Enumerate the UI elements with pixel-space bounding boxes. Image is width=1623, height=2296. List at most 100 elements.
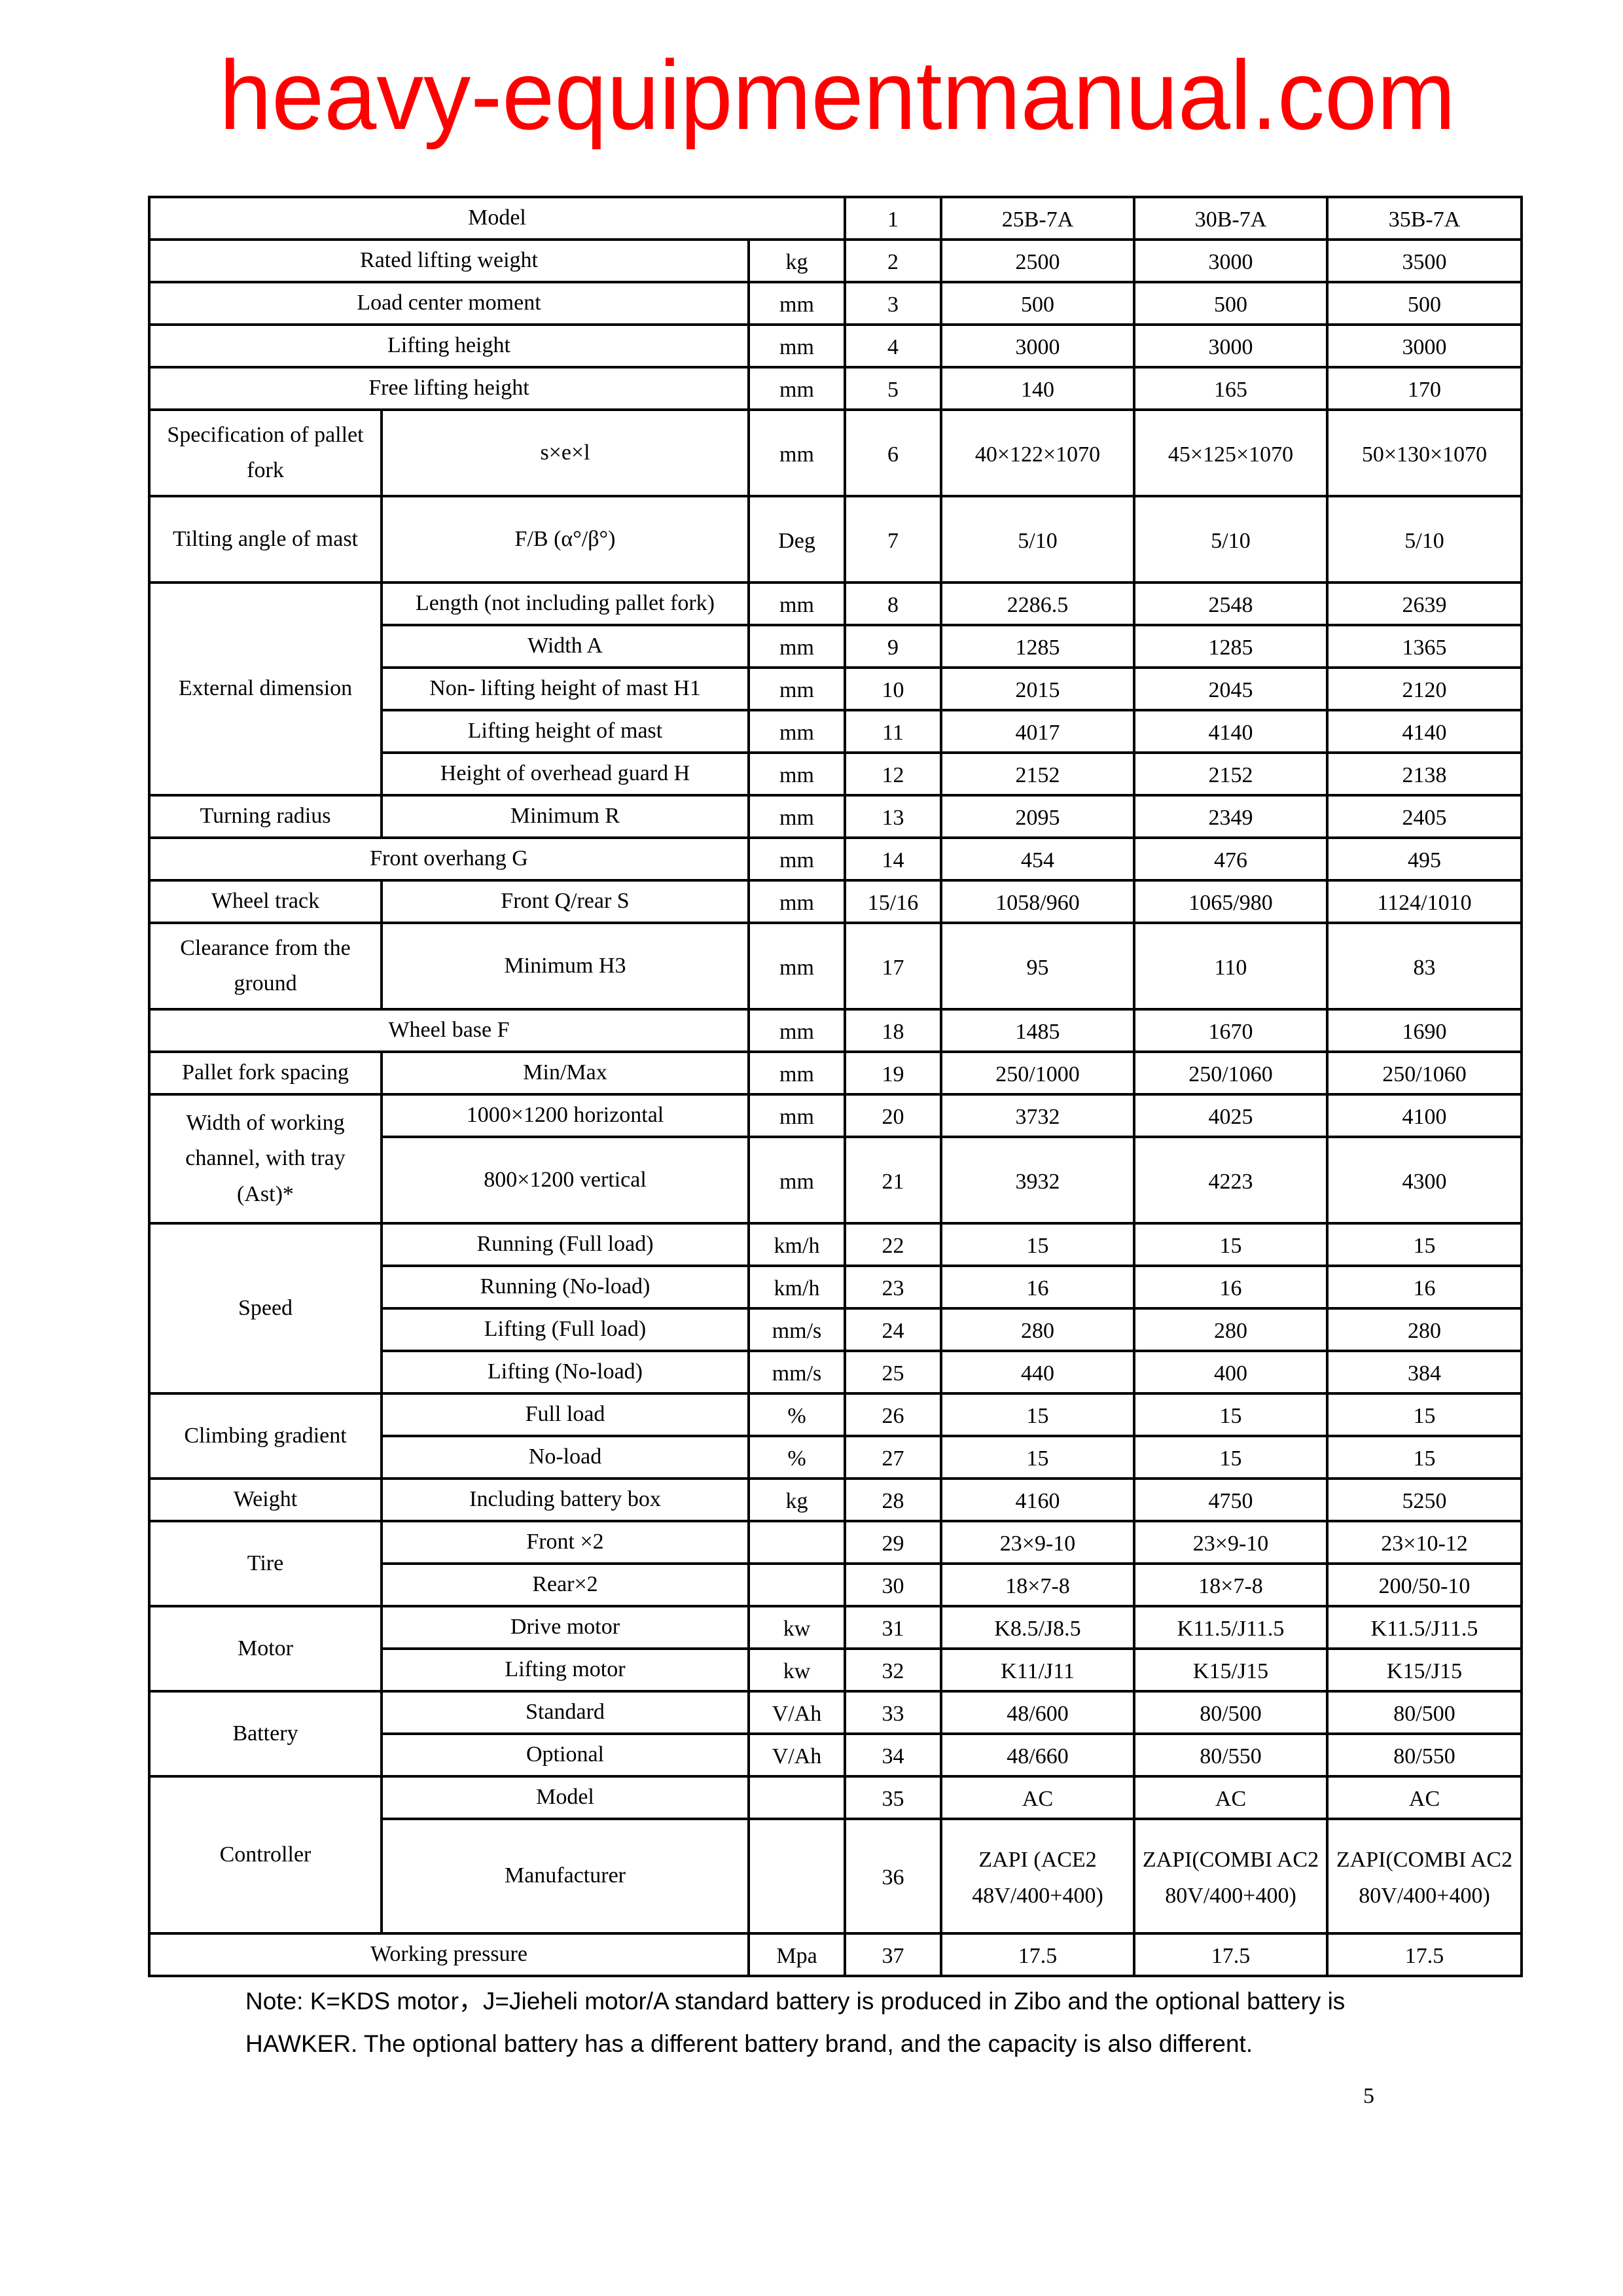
row-parameter: 1000×1200 horizontal (380, 1093, 750, 1138)
cell-value-35b-7a: 2405 (1326, 794, 1524, 839)
cell-value-25b-7a: 2152 (940, 751, 1136, 797)
cell-value-35b-7a: 4100 (1326, 1093, 1524, 1138)
cell-value-35b-7a: K11.5/J11.5 (1326, 1605, 1524, 1650)
row-unit: V/Ah (747, 1690, 847, 1735)
cell-value-25b-7a: 25B-7A (940, 196, 1136, 241)
row-number: 9 (844, 624, 943, 669)
cell-value-25b-7a: 500 (940, 281, 1136, 326)
row-parameter: 800×1200 vertical (380, 1136, 750, 1225)
cell-value-25b-7a: 440 (940, 1350, 1136, 1395)
cell-value-25b-7a: 48/600 (940, 1690, 1136, 1735)
cell-value-30b-7a: AC (1133, 1775, 1329, 1820)
row-label: Model (147, 196, 847, 241)
row-unit (747, 1818, 847, 1935)
table-row: Optional V/Ah 34 48/660 80/550 80/550 (149, 1732, 1524, 1778)
row-label: Wheel base F (148, 1008, 750, 1053)
cell-value-25b-7a: 3732 (940, 1093, 1136, 1138)
row-number: 32 (844, 1647, 943, 1693)
row-group-label: Tire (148, 1520, 383, 1607)
cell-value-30b-7a: 23×9-10 (1133, 1520, 1329, 1565)
table-row: Width of working channel, with tray (Ast… (148, 1093, 1524, 1225)
row-number: 31 (844, 1605, 943, 1650)
cell-value-25b-7a: AC (940, 1775, 1136, 1820)
row-unit: mm/s (747, 1307, 847, 1352)
cell-value-25b-7a: 280 (940, 1307, 1136, 1352)
cell-value-35b-7a: 2138 (1326, 751, 1524, 797)
row-parameter: Drive motor (380, 1605, 750, 1650)
row-number: 22 (844, 1222, 943, 1267)
footnote: Note: K=KDS motor，J=Jieheli motor/A stan… (245, 1980, 1489, 2065)
cell-value-30b-7a: 1065/980 (1133, 879, 1329, 924)
row-parameter: Lifting (No-load) (380, 1350, 750, 1395)
row-unit: mm (747, 366, 847, 411)
row-unit: km/h (747, 1265, 847, 1310)
cell-value-35b-7a: 384 (1326, 1350, 1524, 1395)
cell-value-35b-7a: 23×10-12 (1326, 1520, 1524, 1565)
cell-value-30b-7a: 1670 (1133, 1008, 1329, 1053)
cell-value-30b-7a: 18×7-8 (1133, 1562, 1329, 1607)
table-row: Running (No-load) km/h 23 16 16 16 (149, 1265, 1524, 1310)
cell-value-25b-7a: 23×9-10 (940, 1520, 1136, 1565)
table-row: External dimension Length (not including … (148, 581, 1524, 797)
cell-value-30b-7a: 4750 (1133, 1477, 1329, 1522)
cell-value-35b-7a: 5/10 (1326, 495, 1524, 584)
cell-value-30b-7a: K11.5/J11.5 (1133, 1605, 1329, 1650)
table-row: Clearance from the ground Minimum H3 mm 17 9… (148, 922, 1524, 1011)
cell-value-30b-7a: 80/500 (1133, 1690, 1329, 1735)
row-group-label: Clearance from the ground (148, 922, 383, 1011)
cell-value-35b-7a: 35B-7A (1326, 196, 1524, 241)
cell-value-30b-7a: 15 (1133, 1435, 1329, 1480)
row-number: 8 (844, 581, 943, 626)
row-unit (747, 1775, 847, 1820)
cell-value-25b-7a: 2095 (940, 794, 1136, 839)
row-parameter: Running (No-load) (380, 1265, 750, 1310)
row-number: 10 (844, 666, 943, 711)
cell-value-35b-7a: 250/1060 (1326, 1050, 1524, 1096)
row-parameter: Lifting (Full load) (380, 1307, 750, 1352)
cell-value-25b-7a: 2500 (940, 238, 1136, 283)
cell-value-25b-7a: 3000 (940, 323, 1136, 368)
cell-value-35b-7a: ZAPI(COMBI AC2 80V/400+400) (1326, 1818, 1524, 1935)
table-row: Tilting angle of mast F/B (α°/β°) Deg 7 5/10… (148, 495, 1524, 584)
row-group-label: Wheel track (148, 879, 383, 924)
row-number: 14 (844, 836, 943, 882)
cell-value-35b-7a: 50×130×1070 (1326, 408, 1524, 497)
cell-value-35b-7a: 80/550 (1326, 1732, 1524, 1778)
cell-value-35b-7a: 200/50-10 (1326, 1562, 1524, 1607)
cell-value-25b-7a: 4160 (940, 1477, 1136, 1522)
cell-value-25b-7a: 250/1000 (940, 1050, 1136, 1096)
row-parameter: Front Q/rear S (380, 879, 750, 924)
cell-value-30b-7a: 280 (1133, 1307, 1329, 1352)
cell-value-35b-7a: 2639 (1326, 581, 1524, 626)
cell-value-35b-7a: 495 (1326, 836, 1524, 882)
table-row: 800×1200 vertical mm 21 3932 4223 4300 (149, 1136, 1524, 1225)
cell-value-30b-7a: 165 (1133, 366, 1329, 411)
row-number: 11 (844, 709, 943, 754)
cell-value-30b-7a: 3000 (1133, 238, 1329, 283)
cell-value-30b-7a: 3000 (1133, 323, 1329, 368)
row-parameter: Lifting height of mast (380, 709, 750, 754)
row-number: 28 (844, 1477, 943, 1522)
cell-value-25b-7a: 1285 (940, 624, 1136, 669)
cell-value-35b-7a: 3500 (1326, 238, 1524, 283)
row-parameter: s×e×l (380, 408, 750, 497)
row-number: 3 (844, 281, 943, 326)
cell-value-25b-7a: 15 (940, 1435, 1136, 1480)
row-number: 27 (844, 1435, 943, 1480)
row-parameter: Minimum H3 (380, 922, 750, 1011)
row-number: 34 (844, 1732, 943, 1778)
row-number: 25 (844, 1350, 943, 1395)
cell-value-30b-7a: 15 (1133, 1222, 1329, 1267)
row-label: Working pressure (148, 1932, 750, 1977)
cell-value-25b-7a: 15 (940, 1392, 1136, 1437)
row-unit: mm (747, 624, 847, 669)
row-number: 24 (844, 1307, 943, 1352)
row-group-label: Climbing gradient (148, 1392, 383, 1480)
row-number: 5 (844, 366, 943, 411)
row-unit: kw (747, 1605, 847, 1650)
cell-value-35b-7a: K15/J15 (1326, 1647, 1524, 1693)
row-number: 35 (844, 1775, 943, 1820)
row-unit: mm (747, 751, 847, 797)
cell-value-35b-7a: 4300 (1326, 1136, 1524, 1225)
